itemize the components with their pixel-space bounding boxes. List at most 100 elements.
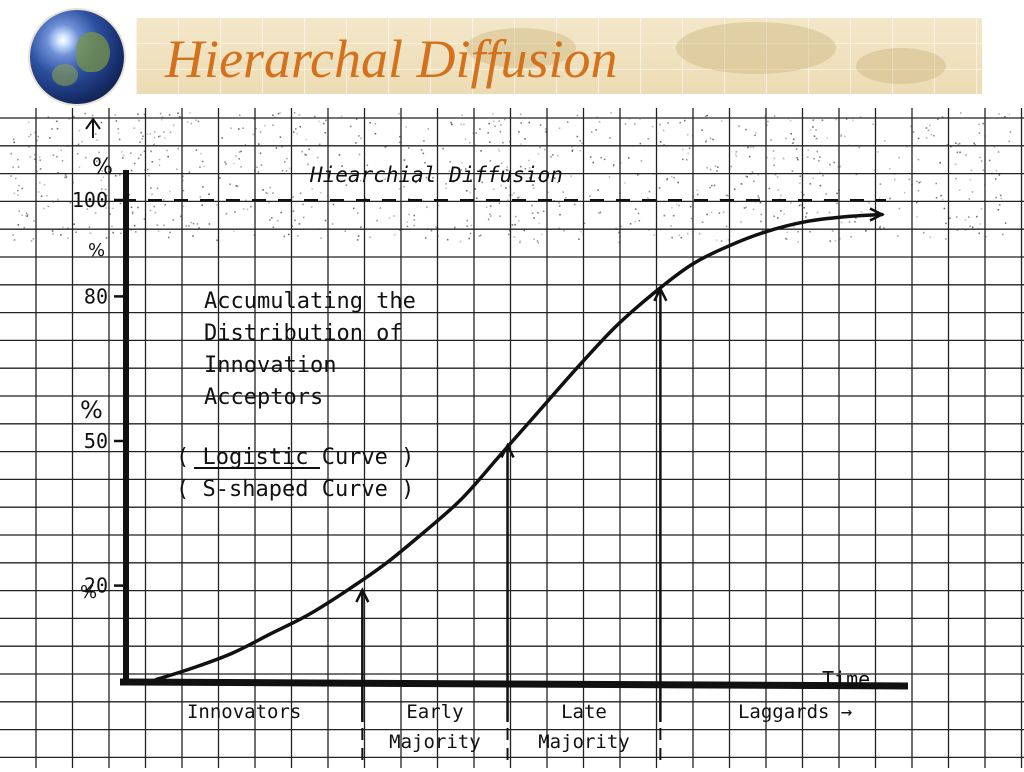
- speckle: [917, 158, 920, 161]
- speckle: [308, 148, 310, 151]
- speckle: [128, 194, 131, 196]
- speckle: [686, 133, 689, 136]
- speckle: [180, 215, 182, 218]
- speckle: [324, 132, 327, 134]
- speckle: [735, 155, 738, 157]
- speckle: [558, 127, 561, 130]
- speckle: [479, 234, 482, 237]
- speckle: [945, 222, 947, 225]
- speckle: [618, 231, 620, 234]
- category-labels: Innovators Early Majority Late Majority Lagga…: [187, 688, 852, 768]
- speckle: [942, 198, 944, 201]
- speckle: [153, 205, 155, 208]
- speckle: [111, 225, 113, 228]
- speckle: [978, 123, 980, 126]
- speckle: [519, 113, 522, 116]
- speckle: [840, 221, 843, 224]
- speckle: [634, 220, 636, 223]
- speckle: [163, 199, 165, 201]
- speckle: [260, 164, 263, 166]
- speckle: [224, 161, 226, 163]
- speckle: [21, 214, 23, 217]
- speckle: [398, 188, 401, 190]
- speckle: [117, 128, 120, 130]
- speckle: [234, 211, 236, 213]
- speckle: [839, 165, 841, 168]
- speckle: [738, 125, 740, 127]
- speckle: [822, 174, 824, 177]
- speckle: [130, 169, 133, 172]
- speckle: [751, 171, 754, 173]
- speckle: [531, 204, 533, 207]
- speckle: [528, 121, 530, 124]
- speckle: [357, 212, 359, 214]
- speckle: [488, 122, 490, 125]
- category-label: Late: [561, 701, 607, 723]
- speckle: [302, 203, 304, 206]
- speckle: [918, 181, 920, 184]
- speckle: [507, 233, 510, 236]
- speckle: [507, 169, 509, 172]
- speckle: [968, 198, 971, 200]
- speckle: [595, 129, 597, 131]
- speckle: [671, 207, 673, 209]
- speckle: [61, 160, 64, 162]
- speckle: [648, 228, 650, 231]
- speckle: [403, 159, 406, 161]
- speckle: [408, 213, 410, 216]
- speckle: [84, 112, 86, 115]
- speckle: [57, 198, 59, 201]
- speckle: [544, 130, 547, 133]
- speckle: [691, 203, 694, 206]
- speckle: [998, 204, 1001, 206]
- speckle: [728, 167, 731, 170]
- speckle: [672, 214, 675, 217]
- speckle: [86, 208, 89, 210]
- speckle: [296, 133, 298, 135]
- speckle: [427, 228, 429, 230]
- speckle: [62, 226, 64, 229]
- speckle: [714, 165, 717, 167]
- speckle: [163, 224, 165, 227]
- speckle: [489, 205, 492, 207]
- speckle: [75, 231, 77, 233]
- speckle: [149, 133, 151, 135]
- speckle: [509, 140, 511, 143]
- speckle: [576, 135, 579, 138]
- speckle: [12, 166, 14, 169]
- speckle: [508, 194, 511, 196]
- speckle: [780, 194, 782, 197]
- speckle: [426, 206, 428, 209]
- speckle: [533, 217, 535, 219]
- speckle: [99, 157, 101, 160]
- speckle: [855, 173, 858, 176]
- speckle: [648, 190, 651, 193]
- speckle: [66, 145, 69, 147]
- speckle: [498, 150, 501, 152]
- speckle: [743, 207, 746, 209]
- speckle: [406, 225, 409, 228]
- speckle: [903, 191, 906, 194]
- speckle: [271, 217, 273, 219]
- speckle: [941, 116, 944, 118]
- speckle: [489, 160, 492, 162]
- speckle: [789, 120, 792, 122]
- speckle: [685, 158, 688, 161]
- speckle: [311, 188, 314, 190]
- speckle: [573, 203, 576, 206]
- speckle: [848, 221, 851, 223]
- speckle: [993, 146, 996, 148]
- speckle: [681, 148, 684, 151]
- speckle: [301, 150, 303, 153]
- speckle: [34, 158, 36, 160]
- speckle: [156, 224, 159, 226]
- speckle: [374, 132, 377, 135]
- chart-sheet: Hiearchial Diffusion % % % % 100 80 50 20 A…: [0, 108, 1024, 768]
- speckle: [18, 210, 20, 212]
- speckle: [344, 230, 346, 232]
- speckle: [146, 168, 149, 171]
- speckle: [39, 168, 42, 170]
- speckle: [316, 156, 319, 159]
- speckle: [556, 181, 559, 184]
- speckle: [982, 169, 985, 171]
